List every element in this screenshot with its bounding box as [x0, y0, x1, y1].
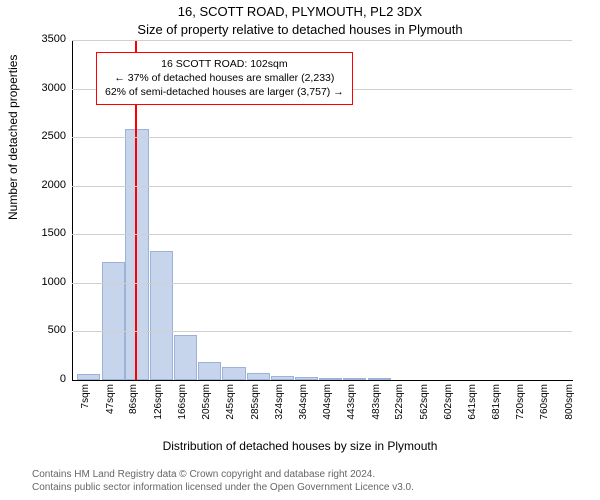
x-tick-label: 404sqm	[322, 384, 333, 444]
x-tick-label: 800sqm	[564, 384, 575, 444]
x-tick-label: 126sqm	[153, 384, 164, 444]
x-tick-label: 86sqm	[128, 384, 139, 444]
x-tick-label: 641sqm	[467, 384, 478, 444]
callout-box: 16 SCOTT ROAD: 102sqm ← 37% of detached …	[96, 52, 353, 105]
histogram-bar	[343, 378, 366, 380]
gridline	[72, 283, 572, 284]
histogram-bar	[319, 378, 342, 380]
y-tick-label: 1500	[16, 227, 66, 239]
histogram-bar	[174, 335, 197, 380]
x-tick-label: 562sqm	[419, 384, 430, 444]
x-tick-label: 364sqm	[298, 384, 309, 444]
footer-line2: Contains public sector information licen…	[32, 481, 414, 494]
y-tick-label: 3500	[16, 33, 66, 45]
gridline	[72, 234, 572, 235]
histogram-bar	[271, 376, 294, 380]
y-tick-label: 0	[16, 373, 66, 385]
histogram-bar	[295, 377, 318, 380]
footer-text: Contains HM Land Registry data © Crown c…	[32, 468, 414, 494]
x-tick-label: 205sqm	[201, 384, 212, 444]
x-tick-label: 443sqm	[346, 384, 357, 444]
y-tick-label: 2500	[16, 130, 66, 142]
page-title-line1: 16, SCOTT ROAD, PLYMOUTH, PL2 3DX	[0, 4, 600, 19]
x-tick-label: 285sqm	[250, 384, 261, 444]
callout-line2: ← 37% of detached houses are smaller (2,…	[105, 71, 344, 85]
y-tick-label: 500	[16, 324, 66, 336]
histogram-bar	[77, 374, 100, 380]
x-tick-label: 47sqm	[105, 384, 116, 444]
callout-line3: 62% of semi-detached houses are larger (…	[105, 85, 344, 99]
page-title-line2: Size of property relative to detached ho…	[0, 22, 600, 37]
x-tick-label: 7sqm	[80, 384, 91, 444]
gridline	[72, 186, 572, 187]
x-tick-label: 720sqm	[515, 384, 526, 444]
x-tick-label: 245sqm	[225, 384, 236, 444]
chart-page: 16, SCOTT ROAD, PLYMOUTH, PL2 3DX Size o…	[0, 0, 600, 500]
histogram-bar	[368, 378, 391, 380]
gridline	[72, 137, 572, 138]
y-tick-label: 2000	[16, 179, 66, 191]
x-tick-label: 760sqm	[539, 384, 550, 444]
histogram-bar	[222, 367, 245, 380]
histogram-bar	[198, 362, 221, 380]
histogram-bar	[150, 251, 173, 380]
y-tick-label: 1000	[16, 276, 66, 288]
x-axis-label: Distribution of detached houses by size …	[0, 439, 600, 453]
gridline	[72, 331, 572, 332]
x-tick-label: 483sqm	[371, 384, 382, 444]
y-tick-label: 3000	[16, 82, 66, 94]
histogram-bar	[102, 262, 125, 381]
footer-line1: Contains HM Land Registry data © Crown c…	[32, 468, 414, 481]
histogram-bar	[247, 373, 270, 380]
x-tick-label: 681sqm	[491, 384, 502, 444]
x-tick-label: 166sqm	[177, 384, 188, 444]
x-tick-label: 602sqm	[443, 384, 454, 444]
x-tick-label: 324sqm	[274, 384, 285, 444]
callout-line1: 16 SCOTT ROAD: 102sqm	[105, 57, 344, 71]
x-tick-label: 522sqm	[394, 384, 405, 444]
gridline	[72, 40, 572, 41]
